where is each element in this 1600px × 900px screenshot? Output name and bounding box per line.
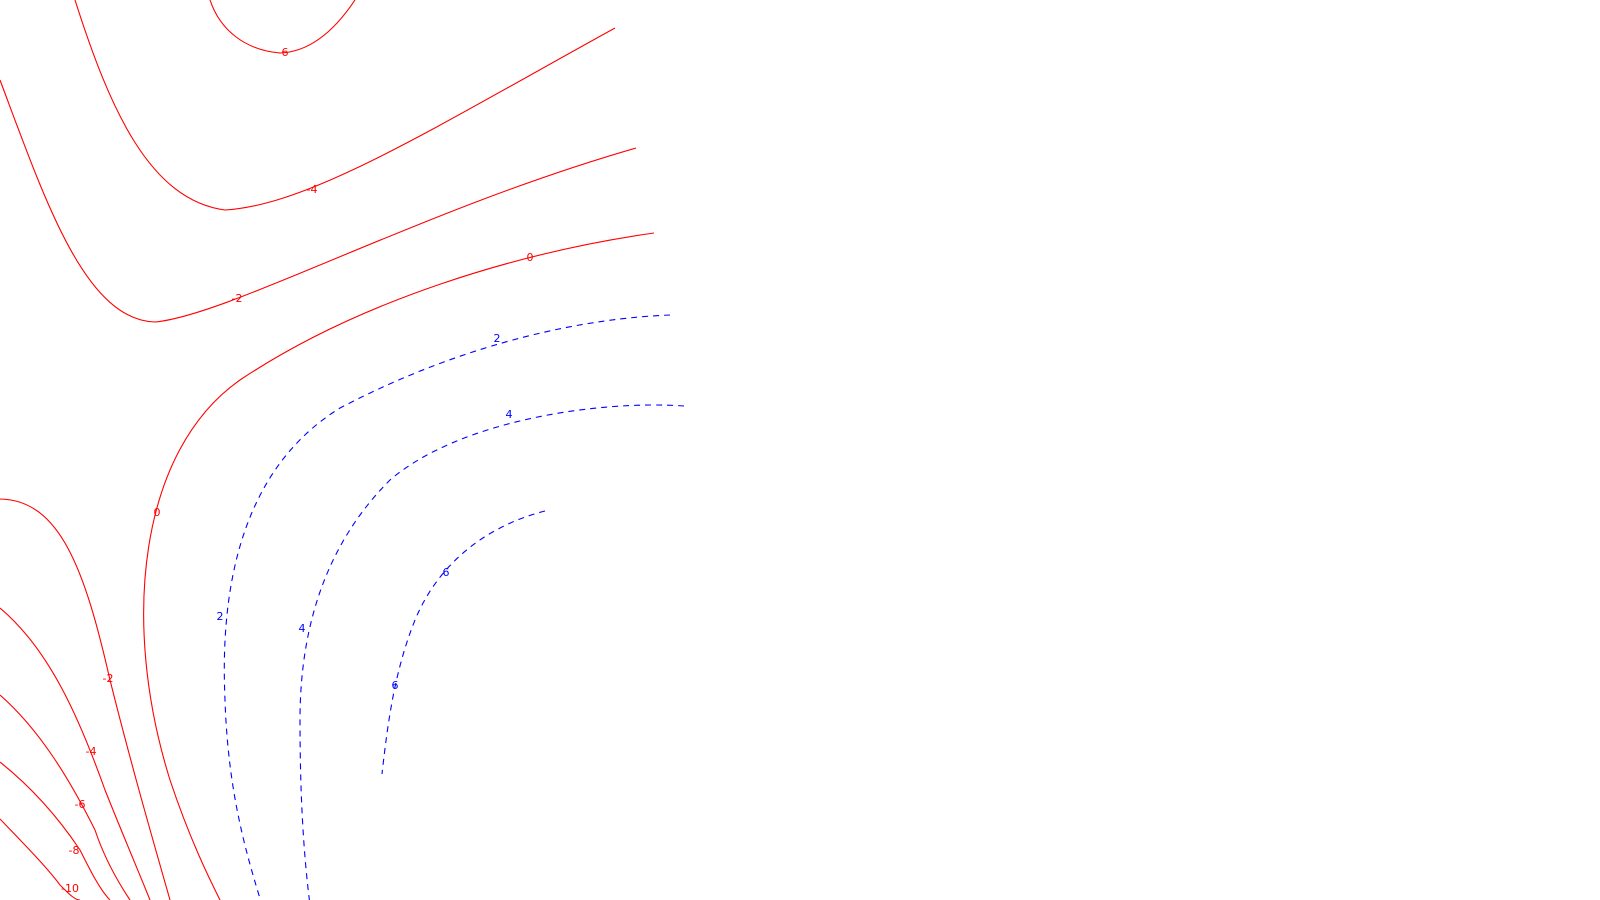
- contour-line-minus-10-bottom: [0, 818, 81, 900]
- contour-label-plus-4-top: 4: [506, 408, 513, 421]
- contour-label-plus-6-left: 6: [392, 679, 399, 692]
- contour-label-minus-2-bottom: -2: [103, 672, 114, 685]
- contour-label-plus-6-top: 6: [443, 566, 450, 579]
- contour-label-minus-8-bottom: -8: [69, 844, 80, 857]
- contour-label-minus-6-top: -6: [278, 46, 289, 59]
- contour-label-minus-2-top: -2: [232, 292, 243, 305]
- contour-label-plus-4-left: 4: [299, 622, 306, 635]
- contour-line-minus-4-bottom: [0, 607, 151, 900]
- contour-line-minus-4-top: [74, 0, 616, 211]
- contour-line-plus-2: [223, 314, 671, 900]
- contour-line-plus-4: [299, 404, 685, 900]
- contour-line-minus-8-bottom: [0, 761, 111, 900]
- contour-line-minus-6-bottom: [0, 694, 131, 900]
- contour-label-plus-2-top: 2: [494, 332, 501, 345]
- contour-line-minus-2-bottom: [0, 498, 171, 900]
- contour-line-minus-6-top: [209, 0, 356, 54]
- contour-label-minus-4-top: -4: [307, 183, 318, 196]
- contour-label-zero-top: 0: [527, 251, 534, 264]
- contour-label-plus-2-left: 2: [217, 610, 224, 623]
- contour-line-minus-2-top: [0, 79, 637, 323]
- contour-label-zero-left: 0: [154, 506, 161, 519]
- contour-line-zero: [143, 232, 655, 900]
- contour-label-minus-4-bottom: -4: [86, 745, 97, 758]
- contour-label-minus-6-bottom: -6: [75, 798, 86, 811]
- contour-label-minus-10-bottom: -10: [61, 882, 79, 895]
- contour-line-plus-6: [381, 510, 546, 775]
